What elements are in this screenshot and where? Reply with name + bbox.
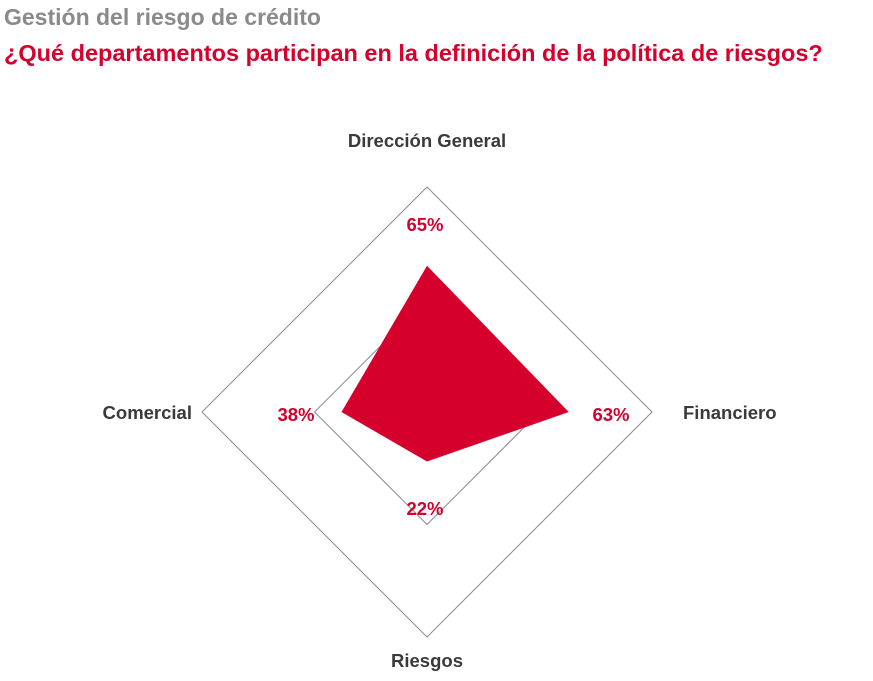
value-label-direccion-general: 65% xyxy=(406,214,443,235)
chart-title: ¿Qué departamentos participan en la defi… xyxy=(4,40,823,66)
value-label-financiero: 63% xyxy=(592,404,629,425)
axis-label-riesgos: Riesgos xyxy=(391,650,463,671)
axis-label-financiero: Financiero xyxy=(683,402,777,423)
series-area xyxy=(341,265,569,462)
axis-label-comercial: Comercial xyxy=(103,402,192,423)
value-label-comercial: 38% xyxy=(277,404,314,425)
supertitle: Gestión del riesgo de crédito xyxy=(4,4,321,30)
grid-ring-outer xyxy=(201,186,653,638)
value-label-riesgos: 22% xyxy=(406,498,443,519)
axis-label-direccion-general: Dirección General xyxy=(348,130,506,151)
